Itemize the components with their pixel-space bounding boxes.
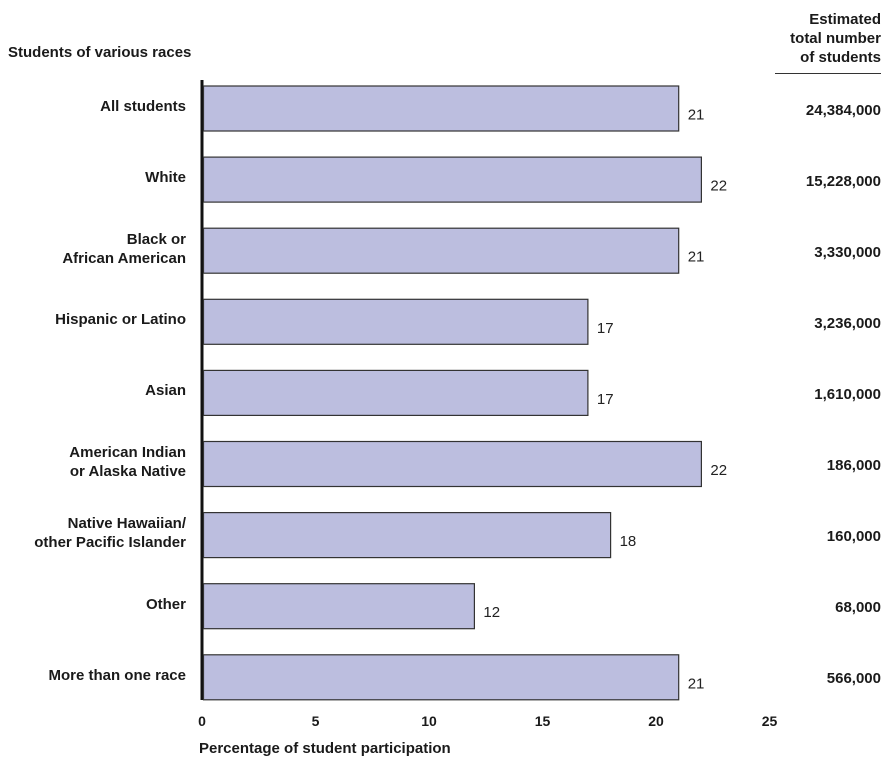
x-axis-title: Percentage of student participation <box>199 740 451 757</box>
category-label-line: More than one race <box>48 666 186 684</box>
bar-value-label: 17 <box>597 391 614 408</box>
category-label-line: other Pacific Islander <box>34 534 186 552</box>
totals-column-header: Estimated total number of students <box>790 10 881 67</box>
category-label-line: Asian <box>145 382 186 400</box>
bar <box>202 85 680 132</box>
y-axis-title: Students of various races <box>8 44 192 61</box>
category-label-line: Other <box>145 595 186 613</box>
category-label: Asian <box>145 381 186 400</box>
category-label: American Indian or Alaska Native <box>69 443 186 481</box>
bar-value-label: 17 <box>597 320 614 337</box>
category-label-line: Hispanic or Latino <box>55 311 186 329</box>
category-label-line: Black or <box>126 230 186 248</box>
bar <box>202 156 702 203</box>
totals-header-line-2: total number <box>790 30 881 47</box>
estimated-total: 68,000 <box>835 599 881 617</box>
bar <box>202 583 475 630</box>
category-label: All students <box>100 97 186 116</box>
totals-header-line-3: of students <box>800 49 881 66</box>
bar-value-label: 22 <box>710 178 727 195</box>
category-label-line: All students <box>100 98 186 115</box>
bar-value-label: 21 <box>688 107 705 124</box>
bar-value-label: 22 <box>710 462 727 479</box>
bar-value-label: 21 <box>688 249 705 266</box>
estimated-total: 186,000 <box>826 457 881 474</box>
category-label: Native Hawaiian/other Pacific Islander <box>34 514 186 552</box>
category-label-line: American Indian <box>69 444 186 461</box>
estimated-total: 566,000 <box>826 670 881 688</box>
totals-header-rule <box>775 73 881 74</box>
bar <box>202 440 702 488</box>
category-label: More than one race <box>48 666 186 685</box>
category-label: Hispanic or Latino <box>55 310 186 329</box>
totals-header-line-1: Estimated <box>809 11 881 28</box>
category-label-line: or Alaska Native <box>69 463 186 480</box>
estimated-total: 3,236,000 <box>814 314 881 332</box>
x-tick-label: 0 <box>198 713 206 729</box>
category-label: Other <box>146 595 186 614</box>
bar <box>202 227 680 274</box>
bar-value-label: 12 <box>483 604 500 621</box>
estimated-total: 3,330,000 <box>814 243 881 261</box>
bar <box>202 654 680 701</box>
estimated-total: 1,610,000 <box>814 385 881 403</box>
category-label: White <box>145 168 186 187</box>
category-label: Black or African American <box>62 230 186 268</box>
category-label-line: White <box>145 169 186 187</box>
bar-value-label: 18 <box>620 533 637 550</box>
category-label-line: Native Hawaiian/ <box>67 515 186 533</box>
x-tick-label: 20 <box>648 713 664 729</box>
bar <box>202 298 589 345</box>
category-label-line: African American <box>62 249 186 267</box>
bar <box>202 511 612 559</box>
estimated-total: 160,000 <box>826 528 881 546</box>
x-tick-label: 25 <box>761 713 778 729</box>
estimated-total: 24,384,000 <box>805 101 881 119</box>
x-tick-label: 15 <box>534 713 551 729</box>
x-tick-label: 10 <box>421 713 437 729</box>
x-tick-label: 5 <box>311 713 320 729</box>
bar <box>202 369 589 416</box>
estimated-total: 15,228,000 <box>805 172 881 190</box>
bar-value-label: 21 <box>688 675 705 692</box>
